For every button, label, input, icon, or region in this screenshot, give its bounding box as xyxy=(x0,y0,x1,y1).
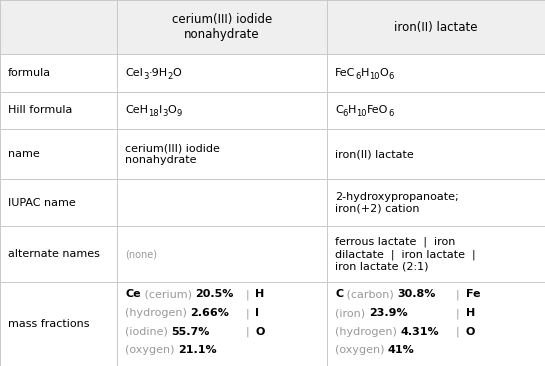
Text: 6: 6 xyxy=(355,72,361,81)
Text: CeI: CeI xyxy=(125,68,143,78)
Text: name: name xyxy=(8,149,40,159)
Text: formula: formula xyxy=(8,68,51,78)
Text: 20.5%: 20.5% xyxy=(195,289,234,299)
Text: H: H xyxy=(361,68,369,78)
Text: FeC: FeC xyxy=(335,68,355,78)
Text: 2.66%: 2.66% xyxy=(191,308,229,318)
Text: I: I xyxy=(255,308,259,318)
Text: mass fractions: mass fractions xyxy=(8,319,89,329)
Text: C: C xyxy=(335,105,343,115)
Text: 6: 6 xyxy=(389,109,393,118)
Text: FeO: FeO xyxy=(367,105,389,115)
Text: C: C xyxy=(335,289,343,299)
Text: (cerium): (cerium) xyxy=(141,289,195,299)
Text: (none): (none) xyxy=(125,249,157,259)
Text: cerium(III) iodide
nonahydrate: cerium(III) iodide nonahydrate xyxy=(172,13,272,41)
Text: ferrous lactate  |  iron
dilactate  |  iron lactate  |
iron lactate (2:1): ferrous lactate | iron dilactate | iron … xyxy=(335,237,476,271)
Text: (iron): (iron) xyxy=(335,308,368,318)
Text: I: I xyxy=(159,105,162,115)
Text: Ce: Ce xyxy=(125,289,141,299)
Text: 41%: 41% xyxy=(388,346,415,355)
Text: IUPAC name: IUPAC name xyxy=(8,198,76,208)
Text: cerium(III) iodide
nonahydrate: cerium(III) iodide nonahydrate xyxy=(125,143,220,165)
Text: Fe: Fe xyxy=(466,289,480,299)
Text: (carbon): (carbon) xyxy=(343,289,397,299)
Text: H: H xyxy=(466,308,475,318)
Text: CeH: CeH xyxy=(125,105,148,115)
Text: 23.9%: 23.9% xyxy=(368,308,407,318)
Text: O: O xyxy=(167,105,176,115)
Text: 10: 10 xyxy=(369,72,380,81)
Text: |: | xyxy=(456,289,459,300)
Text: 55.7%: 55.7% xyxy=(172,327,210,337)
Text: O: O xyxy=(466,327,475,337)
Bar xyxy=(327,0,545,54)
Text: 30.8%: 30.8% xyxy=(397,289,436,299)
Text: H: H xyxy=(255,289,264,299)
Text: 3: 3 xyxy=(143,72,148,81)
Text: 6: 6 xyxy=(389,72,393,81)
Text: 3: 3 xyxy=(162,109,167,118)
Text: 18: 18 xyxy=(148,109,159,118)
Text: O: O xyxy=(255,327,265,337)
Text: Hill formula: Hill formula xyxy=(8,105,72,115)
Text: ·9H: ·9H xyxy=(148,68,167,78)
Text: (oxygen): (oxygen) xyxy=(125,346,178,355)
Text: 6: 6 xyxy=(343,109,348,118)
Text: O: O xyxy=(173,68,181,78)
Text: 4.31%: 4.31% xyxy=(401,327,439,337)
Text: |: | xyxy=(245,308,249,318)
Text: 10: 10 xyxy=(356,109,367,118)
Text: (hydrogen): (hydrogen) xyxy=(125,308,191,318)
Text: |: | xyxy=(456,308,459,318)
Text: (iodine): (iodine) xyxy=(125,327,172,337)
Text: iron(II) lactate: iron(II) lactate xyxy=(394,20,478,34)
Text: 2-hydroxypropanoate;
iron(+2) cation: 2-hydroxypropanoate; iron(+2) cation xyxy=(335,192,459,214)
Text: (hydrogen): (hydrogen) xyxy=(335,327,401,337)
Text: |: | xyxy=(245,289,249,300)
Text: iron(II) lactate: iron(II) lactate xyxy=(335,149,414,159)
Bar xyxy=(0,0,117,54)
Text: 9: 9 xyxy=(176,109,181,118)
Text: O: O xyxy=(380,68,389,78)
Text: H: H xyxy=(348,105,356,115)
Text: |: | xyxy=(245,327,249,337)
Text: alternate names: alternate names xyxy=(8,249,100,259)
Text: 21.1%: 21.1% xyxy=(178,346,217,355)
Text: |: | xyxy=(456,327,459,337)
Text: 2: 2 xyxy=(167,72,173,81)
Bar xyxy=(117,0,327,54)
Text: (oxygen): (oxygen) xyxy=(335,346,388,355)
